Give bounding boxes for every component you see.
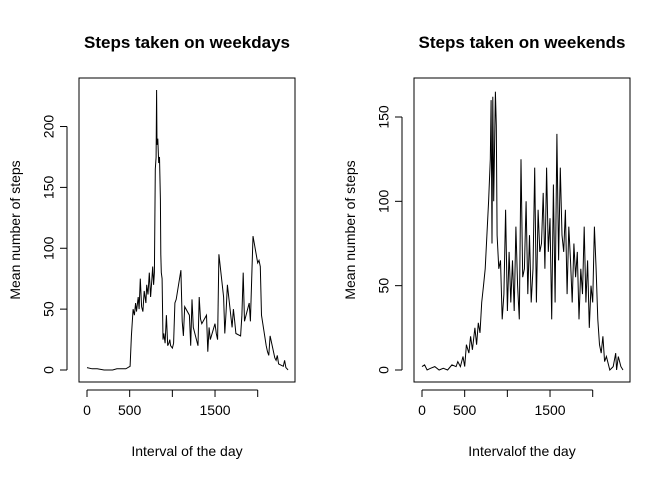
weekday-y-tick-label: 100 (41, 236, 57, 260)
weekend-y-tick-label: 100 (376, 189, 392, 213)
weekday-y-tick-label: 200 (41, 115, 57, 139)
weekend-y-axis-label: Mean number of steps (342, 160, 358, 299)
weekend-x-tick-label: 500 (453, 402, 477, 418)
weekend-y-tick-label: 50 (376, 278, 392, 294)
weekend-plot-box (413, 77, 631, 383)
weekend-chart-title: Steps taken on weekends (419, 33, 626, 52)
weekday-x-tick-label: 1500 (199, 402, 230, 418)
weekend-x-tick-label: 0 (418, 402, 426, 418)
weekday-y-tick-label: 0 (41, 366, 57, 374)
weekday-x-tick-label: 500 (118, 402, 142, 418)
weekday-chart-title: Steps taken on weekdays (84, 33, 290, 52)
weekend-x-axis-label: Intervalof the day (468, 443, 575, 459)
weekend-y-axis: 0 50 100 150 (376, 105, 403, 374)
weekend-y-tick-label: 0 (376, 366, 392, 374)
weekday-panel: Steps taken on weekdays Interval of the … (7, 33, 296, 459)
weekday-y-axis-label: Mean number of steps (7, 160, 23, 299)
weekend-y-tick-label: 150 (376, 105, 392, 129)
weekend-x-axis: 0 500 1500 (418, 389, 594, 418)
weekday-x-tick-label: 0 (83, 402, 91, 418)
weekday-y-axis: 0 50 100 150 200 (41, 115, 68, 374)
weekday-plot-box (78, 77, 296, 383)
weekday-x-axis-label: Interval of the day (131, 443, 242, 459)
weekend-steps-line (421, 91, 624, 371)
weekend-x-tick-label: 1500 (534, 402, 565, 418)
weekday-y-tick-label: 150 (41, 175, 57, 199)
weekend-panel: Steps taken on weekends Intervalof the d… (342, 33, 631, 459)
weekday-steps-line (86, 89, 289, 371)
weekday-y-tick-label: 50 (41, 301, 57, 317)
weekday-x-axis: 0 500 1500 (83, 389, 259, 418)
